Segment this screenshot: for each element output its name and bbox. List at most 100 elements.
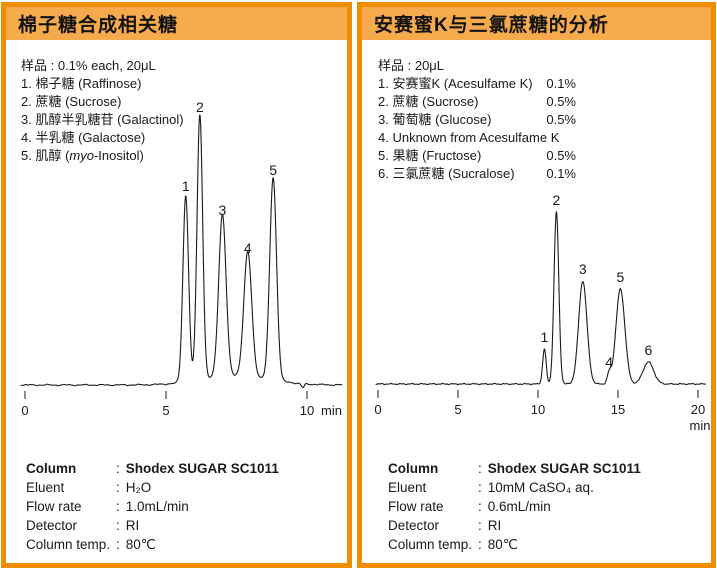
condition-value: 80℃ [487, 537, 518, 552]
panel-body: 样品 : 20μL 1. 安赛蜜K (Acesulfame K) 0.1% 2. 蔗糖… [362, 40, 711, 563]
sample-item-label: 1. 安赛蜜K (Acesulfame K) [378, 76, 533, 91]
axis-tick-label: 10 [300, 403, 314, 418]
panel-title: 棉子糖合成相关糖 [18, 15, 179, 36]
peak-label: 2 [196, 99, 204, 115]
sample-item: 1. 安赛蜜K (Acesulfame K) 0.1% [378, 75, 576, 93]
condition-colon: : [478, 499, 482, 514]
axis-tick-label: 15 [611, 402, 625, 417]
condition-value: Shodex SUGAR SC1011 [125, 461, 279, 476]
condition-value: H₂O [125, 480, 152, 495]
condition-colon: : [116, 518, 120, 533]
sample-item: 5. 肌醇 (myo-Inositol) [21, 147, 184, 165]
sample-item: 6. 三氯蔗糖 (Sucralose) 0.1% [378, 165, 576, 183]
condition-row: Flow rate:0.6mL/min [388, 497, 641, 516]
condition-value: 10mM CaSO₄ aq. [487, 480, 594, 495]
condition-label: Detector [26, 518, 78, 533]
axis-tick-label: 10 [531, 402, 545, 417]
condition-colon: : [116, 537, 120, 552]
peak-label: 3 [219, 202, 227, 218]
condition-colon: : [116, 461, 120, 476]
condition-label: Detector [388, 518, 440, 533]
sample-item-concentration: 0.5% [546, 94, 576, 109]
condition-label: Column [388, 461, 439, 476]
panel-body: 样品 : 0.1% each, 20μL 1. 棉子糖 (Raffinose) 2.… [6, 40, 347, 563]
panel-acesulfame-sucralose: 安赛蜜K与三氯蔗糖的分析 样品 : 20μL 1. 安赛蜜K (Acesulfam… [357, 2, 716, 568]
condition-value: RI [487, 518, 502, 533]
condition-row: Column temp.:80℃ [388, 535, 641, 554]
condition-label: Eluent [26, 480, 65, 495]
sample-item: 3. 肌醇半乳糖苷 (Galactinol) [21, 111, 184, 129]
sample-item: 2. 蔗糖 (Sucrose) [21, 93, 184, 111]
sample-item: 5. 果糖 (Fructose) 0.5% [378, 147, 576, 165]
condition-value: 1.0mL/min [125, 499, 189, 514]
condition-row: Eluent:10mM CaSO₄ aq. [388, 478, 641, 497]
condition-row: Column: Shodex SUGAR SC1011 [26, 459, 279, 478]
condition-value: 80℃ [125, 537, 156, 552]
sample-item-concentration: 0.5% [546, 148, 576, 163]
sample-item-label: 3. 葡萄糖 (Glucose) [378, 112, 492, 127]
condition-value: 0.6mL/min [487, 499, 551, 514]
peak-label: 6 [645, 342, 653, 358]
axis-unit-label: min [690, 418, 711, 433]
sample-list: 样品 : 0.1% each, 20μL 1. 棉子糖 (Raffinose) 2.… [21, 57, 184, 165]
condition-label: Eluent [388, 480, 427, 495]
condition-colon: : [478, 537, 482, 552]
sample-item-concentration: 0.5% [546, 112, 576, 127]
sample-item: 4. 半乳糖 (Galactose) [21, 129, 184, 147]
chromatogram-trace [375, 211, 707, 386]
sample-item-label: 2. 蔗糖 (Sucrose) [21, 94, 122, 109]
sample-list: 样品 : 20μL 1. 安赛蜜K (Acesulfame K) 0.1% 2. 蔗糖… [378, 57, 576, 183]
sample-item-label: 1. 棉子糖 (Raffinose) [21, 76, 142, 91]
peak-label: 2 [553, 192, 561, 208]
condition-label: Flow rate [388, 499, 444, 514]
sample-item-label: 4. Unknown from Acesulfame K [378, 130, 560, 145]
chromatogram-raffinose: 0 5 10 min 1 2 3 4 5 [20, 99, 343, 418]
peak-label: 4 [244, 240, 252, 256]
sample-list-header: 样品 : 0.1% each, 20μL [21, 58, 156, 73]
conditions-table: Column: Shodex SUGAR SC1011 Eluent:10mM Ca… [388, 459, 641, 554]
condition-colon: : [478, 518, 482, 533]
condition-colon: : [116, 499, 120, 514]
condition-colon: : [478, 480, 482, 495]
axis-tick-label: 0 [21, 403, 28, 418]
chromatogram-trace [20, 114, 343, 389]
condition-value: RI [125, 518, 140, 533]
sample-item-concentration: 0.1% [546, 76, 576, 91]
condition-value: Shodex SUGAR SC1011 [487, 461, 641, 476]
axis-tick-label: 5 [162, 403, 169, 418]
sample-item-label: 4. 半乳糖 (Galactose) [21, 130, 146, 145]
condition-row: Detector: RI [26, 516, 279, 535]
axis-unit-label: min [321, 403, 342, 418]
sample-item: 4. Unknown from Acesulfame K [378, 129, 576, 147]
sample-item-label: 5. 肌醇 (myo-Inositol) [21, 148, 144, 163]
sample-item: 1. 棉子糖 (Raffinose) [21, 75, 184, 93]
axis-tick-label: 0 [374, 402, 381, 417]
condition-label: Column temp. [388, 537, 473, 552]
condition-row: Flow rate:1.0mL/min [26, 497, 279, 516]
peak-label: 4 [605, 354, 613, 370]
sample-item: 2. 蔗糖 (Sucrose) 0.5% [378, 93, 576, 111]
axis-tick-label: 5 [454, 402, 461, 417]
condition-colon: : [116, 480, 120, 495]
sample-item-concentration: 0.1% [546, 166, 576, 181]
condition-row: Column temp.:80℃ [26, 535, 279, 554]
condition-row: Column: Shodex SUGAR SC1011 [388, 459, 641, 478]
conditions-table: Column: Shodex SUGAR SC1011 Eluent: H₂O Flow… [26, 459, 279, 554]
axis-tick-label: 20 [691, 402, 705, 417]
panel-title: 安赛蜜K与三氯蔗糖的分析 [374, 15, 609, 36]
sample-item-label: 6. 三氯蔗糖 (Sucralose) [378, 166, 515, 181]
peak-label: 1 [182, 178, 190, 194]
sample-list-header: 样品 : 20μL [378, 58, 445, 73]
peak-label: 5 [269, 162, 277, 178]
panel-raffinose-sugars: 棉子糖合成相关糖 样品 : 0.1% each, 20μL 1. 棉子糖 (Raf… [1, 2, 352, 568]
condition-label: Flow rate [26, 499, 82, 514]
sample-item: 3. 葡萄糖 (Glucose) 0.5% [378, 111, 576, 129]
panel-header: 棉子糖合成相关糖 [6, 7, 347, 40]
sample-item-label: 2. 蔗糖 (Sucrose) [378, 94, 479, 109]
sample-item-label: 5. 果糖 (Fructose) [378, 148, 482, 163]
condition-colon: : [478, 461, 482, 476]
peak-label: 1 [541, 329, 549, 345]
condition-label: Column [26, 461, 77, 476]
sample-item-label: 3. 肌醇半乳糖苷 (Galactinol) [21, 112, 184, 127]
